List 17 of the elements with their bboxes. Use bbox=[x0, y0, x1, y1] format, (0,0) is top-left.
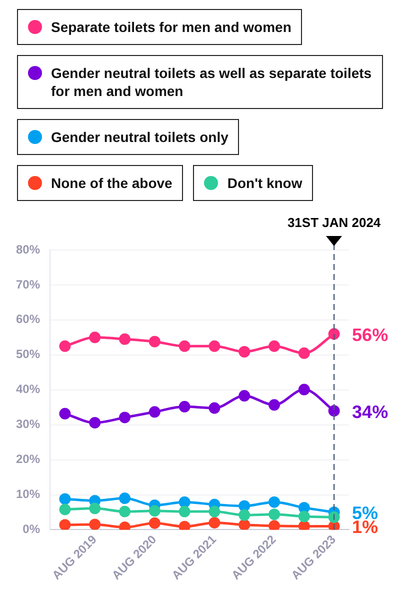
y-tick-label: 20% bbox=[16, 452, 40, 466]
legend-label: Gender neutral toilets only bbox=[51, 128, 228, 146]
data-label: 56% bbox=[352, 324, 388, 345]
legend-label: Separate toilets for men and women bbox=[51, 18, 292, 36]
y-tick-label: 70% bbox=[16, 277, 40, 292]
legend-label: Don't know bbox=[227, 174, 302, 192]
ref-line-label: 31ST JAN 2024 bbox=[287, 215, 382, 230]
legend-label: None of the above bbox=[51, 174, 172, 192]
y-tick-label: 30% bbox=[16, 417, 40, 432]
y-tick-label: 10% bbox=[16, 487, 40, 502]
legend-label: Gender neutral toilets as well as separate toilets for men and women bbox=[51, 64, 372, 100]
y-tick-label: 50% bbox=[16, 347, 40, 362]
data-label: 34% bbox=[352, 402, 388, 422]
y-tick-label: 40% bbox=[16, 382, 40, 396]
y-tick-label: 80% bbox=[16, 242, 40, 256]
y-tick-label: 60% bbox=[16, 312, 40, 326]
y-tick-label: 0% bbox=[22, 522, 40, 536]
